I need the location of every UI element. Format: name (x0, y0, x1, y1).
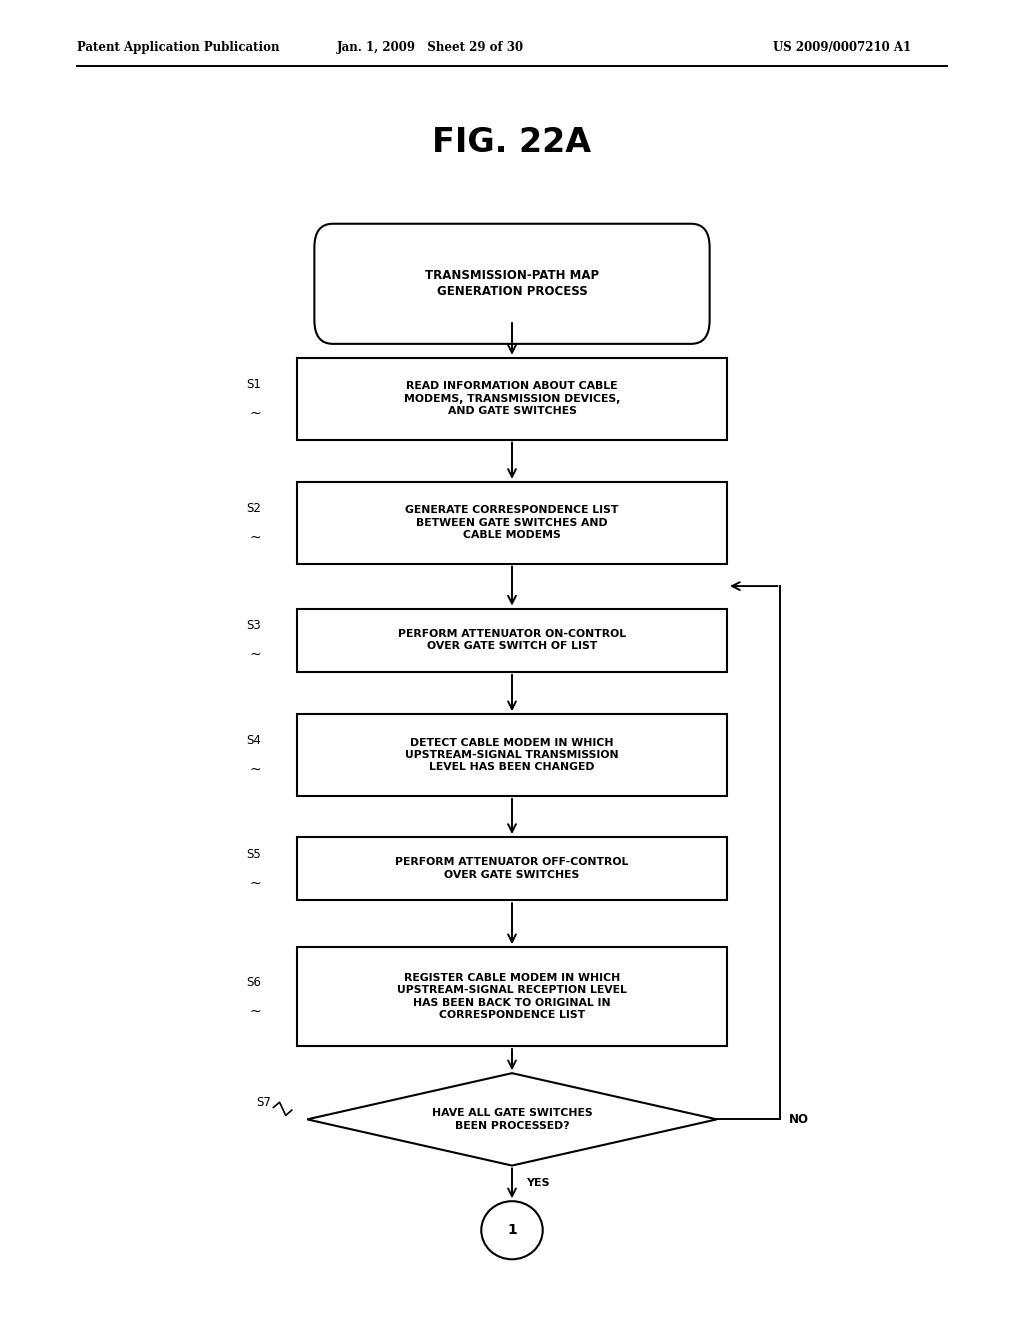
Bar (297, 358, 727, 440)
Text: FIG. 22A: FIG. 22A (432, 125, 592, 158)
Text: S4: S4 (246, 734, 261, 747)
Text: ~: ~ (250, 1005, 261, 1019)
Text: NO: NO (788, 1113, 809, 1126)
FancyBboxPatch shape (314, 223, 710, 343)
Polygon shape (307, 1073, 717, 1166)
Text: S5: S5 (247, 847, 261, 861)
Text: PERFORM ATTENUATOR ON-CONTROL
OVER GATE SWITCH OF LIST: PERFORM ATTENUATOR ON-CONTROL OVER GATE … (398, 630, 626, 651)
Text: ~: ~ (250, 763, 261, 777)
Text: S6: S6 (246, 975, 261, 989)
Text: PERFORM ATTENUATOR OFF-CONTROL
OVER GATE SWITCHES: PERFORM ATTENUATOR OFF-CONTROL OVER GATE… (395, 858, 629, 879)
Text: ~: ~ (250, 648, 261, 663)
Text: YES: YES (526, 1179, 550, 1188)
Bar (297, 948, 727, 1045)
Text: GENERATE CORRESPONDENCE LIST
BETWEEN GATE SWITCHES AND
CABLE MODEMS: GENERATE CORRESPONDENCE LIST BETWEEN GAT… (406, 506, 618, 540)
Text: 1: 1 (507, 1224, 517, 1237)
Ellipse shape (481, 1201, 543, 1259)
Text: READ INFORMATION ABOUT CABLE
MODEMS, TRANSMISSION DEVICES,
AND GATE SWITCHES: READ INFORMATION ABOUT CABLE MODEMS, TRA… (403, 381, 621, 416)
Text: TRANSMISSION-PATH MAP
GENERATION PROCESS: TRANSMISSION-PATH MAP GENERATION PROCESS (425, 269, 599, 298)
Text: Patent Application Publication: Patent Application Publication (77, 41, 280, 54)
Text: S1: S1 (246, 378, 261, 391)
Text: ~: ~ (250, 407, 261, 421)
Bar (297, 714, 727, 796)
Text: S2: S2 (246, 502, 261, 515)
Text: REGISTER CABLE MODEM IN WHICH
UPSTREAM-SIGNAL RECEPTION LEVEL
HAS BEEN BACK TO O: REGISTER CABLE MODEM IN WHICH UPSTREAM-S… (397, 973, 627, 1020)
Text: DETECT CABLE MODEM IN WHICH
UPSTREAM-SIGNAL TRANSMISSION
LEVEL HAS BEEN CHANGED: DETECT CABLE MODEM IN WHICH UPSTREAM-SIG… (406, 738, 618, 772)
Text: S7: S7 (256, 1096, 271, 1109)
Text: US 2009/0007210 A1: US 2009/0007210 A1 (773, 41, 911, 54)
Bar (297, 482, 727, 564)
Text: HAVE ALL GATE SWITCHES
BEEN PROCESSED?: HAVE ALL GATE SWITCHES BEEN PROCESSED? (432, 1109, 592, 1130)
Text: ~: ~ (250, 531, 261, 545)
Bar (297, 609, 727, 672)
Text: S3: S3 (247, 619, 261, 632)
Text: Jan. 1, 2009   Sheet 29 of 30: Jan. 1, 2009 Sheet 29 of 30 (337, 41, 523, 54)
Text: ~: ~ (250, 876, 261, 891)
Bar (297, 837, 727, 900)
